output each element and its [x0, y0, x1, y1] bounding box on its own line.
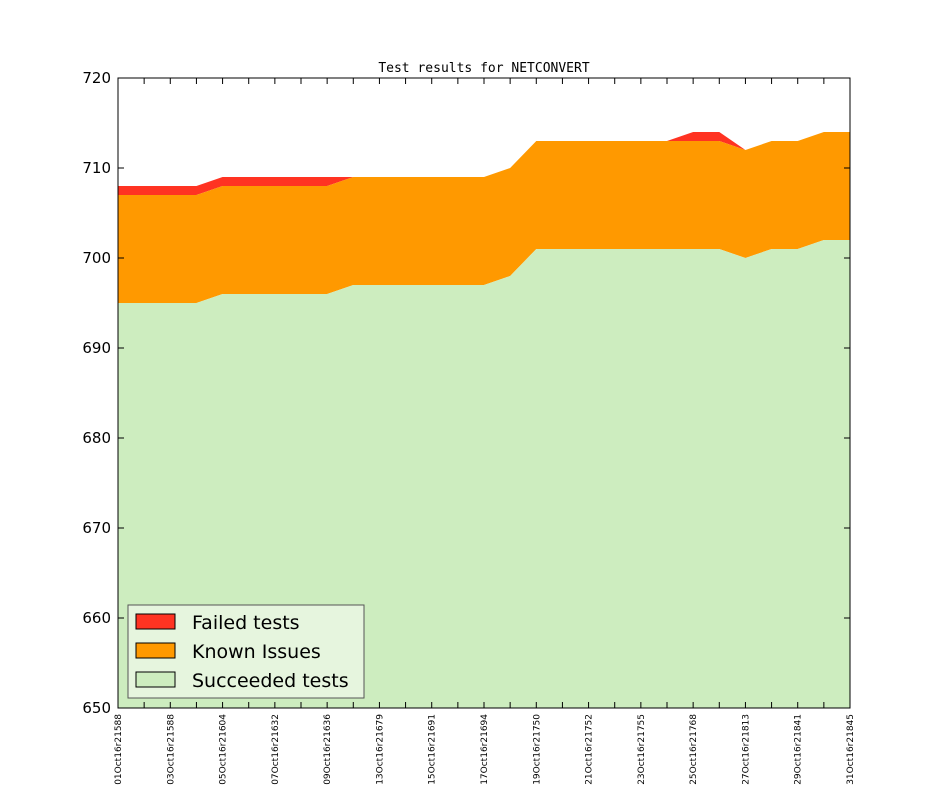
x-tick-label: 09Oct16r21636 [323, 714, 333, 785]
y-tick-label: 720 [82, 69, 111, 87]
area-layer [118, 132, 850, 708]
legend-swatch-succeeded [135, 671, 176, 688]
y-tick-label: 670 [82, 519, 111, 537]
x-tick-label: 25Oct16r21768 [689, 714, 699, 785]
x-tick-label: 23Oct16r21755 [637, 714, 647, 785]
area-failed-tests [118, 132, 850, 195]
legend-label-succeeded: Succeeded tests [192, 670, 349, 692]
x-tick-label: 19Oct16r21750 [532, 714, 542, 785]
y-axis: 650 660 670 680 690 700 710 720 [82, 69, 850, 717]
y-tick-label: 700 [82, 249, 111, 267]
area-known-issues [118, 132, 850, 303]
x-tick-label: 29Oct16r21841 [794, 714, 804, 785]
chart-title: Test results for NETCONVERT [378, 61, 589, 76]
y-tick-label: 690 [82, 339, 111, 357]
legend-label-known: Known Issues [192, 641, 321, 663]
x-tick-label: 17Oct16r21694 [480, 714, 490, 785]
legend: Failed tests Known Issues Succeeded test… [127, 604, 365, 699]
legend-swatch-known [135, 642, 176, 659]
x-tick-label: 21Oct16r21752 [585, 714, 595, 785]
x-axis: 01Oct16r21588 03Oct16r21588 05Oct16r21604 0… [114, 78, 856, 785]
x-tick-label: 31Oct16r21845 [846, 714, 856, 785]
x-tick-label: 13Oct16r21679 [375, 714, 385, 785]
x-tick-label: 27Oct16r21813 [741, 714, 751, 785]
x-tick-label: 03Oct16r21588 [166, 714, 176, 785]
x-tick-label: 05Oct16r21604 [219, 714, 229, 785]
legend-label-failed: Failed tests [192, 612, 300, 634]
y-tick-label: 660 [82, 609, 111, 627]
x-tick-label: 01Oct16r21588 [114, 714, 124, 785]
x-tick-label: 07Oct16r21632 [271, 714, 281, 785]
y-tick-label: 650 [82, 699, 111, 717]
y-tick-label: 710 [82, 159, 111, 177]
x-tick-label: 15Oct16r21691 [428, 714, 438, 785]
area-succeeded-tests [118, 240, 850, 708]
legend-swatch-failed [135, 613, 176, 630]
y-tick-label: 680 [82, 429, 111, 447]
